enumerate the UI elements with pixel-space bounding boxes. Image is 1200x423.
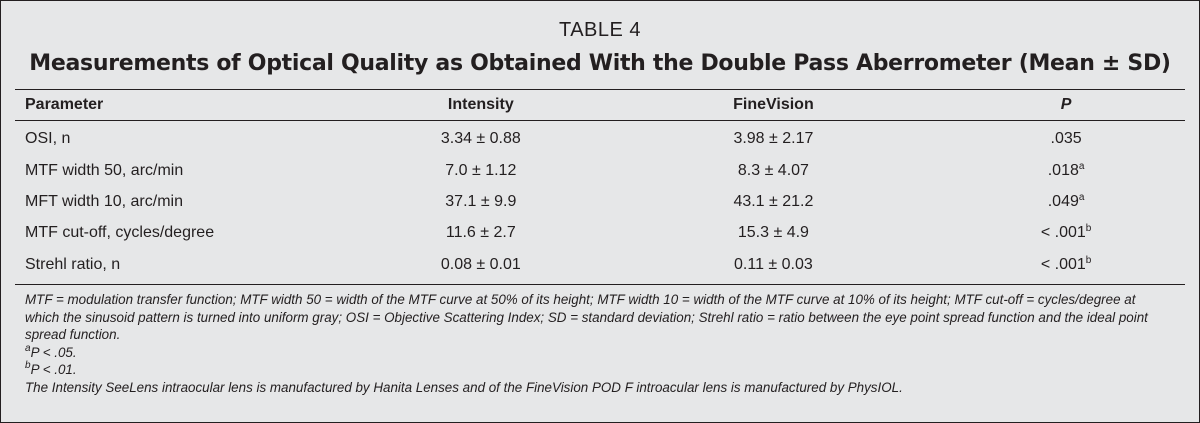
footnote-b: bP < .01.: [25, 361, 1159, 379]
table-footnotes: MTF = modulation transfer function; MTF …: [25, 291, 1159, 397]
cell-intensity: 7.0 ± 1.12: [445, 161, 517, 179]
footnote-a-text: P < .05.: [30, 344, 77, 360]
cell-parameter: MFT width 10, arc/min: [25, 192, 183, 210]
cell-parameter: MTF cut-off, cycles/degree: [25, 223, 215, 241]
column-header-parameter: Parameter: [25, 96, 104, 113]
table-row: OSI, n 3.34 ± 0.88 3.98 ± 2.17 .035: [25, 123, 1185, 154]
table-row: MFT width 10, arc/min 37.1 ± 9.9 43.1 ± …: [25, 186, 1185, 217]
table-number: TABLE 4: [558, 19, 642, 41]
cell-intensity: 0.08 ± 0.01: [440, 255, 521, 273]
cell-p-footnote-marker: a: [1078, 160, 1085, 172]
cell-p-value: .049: [1047, 192, 1079, 210]
cell-p: .035: [947, 130, 1185, 148]
cell-p-value: .035: [1050, 129, 1082, 147]
footnote-a-marker: a: [25, 342, 31, 354]
cell-p: .049a: [947, 191, 1185, 211]
cell-finevision: 15.3 ± 4.9: [737, 223, 809, 241]
header-top-rule: [15, 89, 1185, 90]
table-title: Measurements of Optical Quality as Obtai…: [29, 51, 1171, 76]
cell-finevision: 3.98 ± 2.17: [733, 129, 814, 147]
cell-parameter: MTF width 50, arc/min: [25, 161, 184, 179]
header-bottom-rule: [15, 120, 1185, 121]
footnote-abbreviations: MTF = modulation transfer function; MTF …: [25, 292, 1148, 343]
cell-finevision: 0.11 ± 0.03: [734, 255, 813, 273]
table-header-row: Parameter Intensity FineVision P: [25, 93, 1185, 117]
cell-finevision: 43.1 ± 21.2: [733, 192, 814, 210]
cell-parameter: Strehl ratio, n: [25, 255, 121, 273]
column-header-intensity: Intensity: [447, 96, 514, 113]
footnote-b-marker: b: [25, 360, 31, 372]
cell-p-value: < .001: [1040, 255, 1086, 273]
table-row: MTF width 50, arc/min 7.0 ± 1.12 8.3 ± 4…: [25, 155, 1185, 186]
footnote-manufacturers: The Intensity SeeLens intraocular lens i…: [25, 379, 903, 395]
table-row: MTF cut-off, cycles/degree 11.6 ± 2.7 15…: [25, 217, 1185, 248]
cell-finevision: 8.3 ± 4.07: [737, 161, 809, 179]
cell-p: < .001b: [947, 254, 1185, 274]
cell-p-value: < .001: [1040, 223, 1086, 241]
table-row: Strehl ratio, n 0.08 ± 0.01 0.11 ± 0.03 …: [25, 249, 1185, 280]
cell-intensity: 3.34 ± 0.88: [440, 129, 521, 147]
cell-p-footnote-marker: b: [1085, 222, 1092, 234]
footnote-a: aP < .05.: [25, 342, 1159, 362]
column-header-finevision: FineVision: [733, 96, 814, 113]
cell-p-footnote-marker: a: [1078, 191, 1085, 203]
cell-parameter: OSI, n: [25, 129, 71, 147]
cell-intensity: 37.1 ± 9.9: [445, 192, 517, 210]
column-header-p: P: [1060, 96, 1072, 113]
cell-p: < .001b: [947, 222, 1185, 242]
cell-p: .018a: [947, 160, 1185, 180]
table-bottom-rule: [15, 284, 1185, 285]
footnote-b-text: P < .01.: [30, 362, 77, 378]
cell-p-value: .018: [1047, 161, 1079, 179]
cell-intensity: 11.6 ± 2.7: [445, 223, 516, 241]
cell-p-footnote-marker: b: [1085, 254, 1092, 266]
